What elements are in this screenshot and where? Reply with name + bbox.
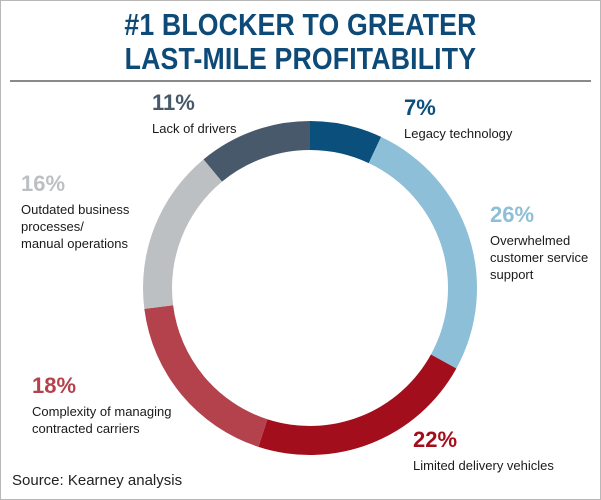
slice-label-group-1: 7% Legacy technology [404, 95, 513, 141]
slice-label-2-line-2: customer service [490, 250, 588, 265]
donut-slice-1 [310, 121, 382, 164]
slice-label-group-2: 26% Overwhelmed customer service support [490, 202, 588, 282]
donut-slice-6 [203, 121, 310, 182]
slice-label-group-6: 11% Lack of drivers [152, 90, 237, 136]
slice-percent-3: 22% [413, 427, 457, 452]
donut-slice-2 [368, 136, 477, 369]
slice-percent-4: 18% [32, 373, 76, 398]
source-note: Source: Kearney analysis [12, 472, 183, 489]
donut-slices [143, 121, 477, 455]
slice-label-4-line-1: Complexity of managing [32, 404, 171, 419]
slice-label-group-4: 18% Complexity of managing contracted carr… [32, 373, 171, 436]
slice-label-2-line-3: support [490, 267, 534, 282]
slice-label-group-5: 16% Outdated business processes/manual ope… [21, 171, 130, 251]
slice-percent-2: 26% [490, 202, 534, 227]
slice-label-1-line-1: Legacy technology [404, 126, 513, 141]
slice-percent-5: 16% [21, 171, 65, 196]
slice-label-5-line-1: Outdated business [21, 202, 130, 217]
slice-percent-1: 7% [404, 95, 436, 120]
slice-label-6-line-1: Lack of drivers [152, 121, 237, 136]
slice-label-group-3: 22% Limited delivery vehicles [413, 427, 554, 473]
slice-label-2-line-1: Overwhelmed [490, 233, 570, 248]
donut-slice-3 [258, 354, 457, 455]
slice-label-4-line-2: contracted carriers [32, 421, 140, 436]
slice-labels: 7% Legacy technology 26% Overwhelmed custome… [21, 90, 588, 473]
slice-label-5-line-3: manual operations [21, 236, 128, 251]
donut-slice-4 [144, 305, 268, 447]
title-divider [10, 80, 591, 82]
chart-title: #1 BLOCKER TO GREATER LAST-MILE PROFITAB… [42, 8, 559, 76]
chart-title-line-2: LAST-MILE PROFITABILITY [124, 41, 477, 76]
donut-slice-5 [143, 159, 223, 309]
chart-title-line-1: #1 BLOCKER TO GREATER [124, 7, 477, 42]
slice-label-3-line-1: Limited delivery vehicles [413, 458, 554, 473]
slice-label-5-line-2: processes/ [21, 219, 84, 234]
slice-percent-6: 11% [152, 90, 195, 115]
